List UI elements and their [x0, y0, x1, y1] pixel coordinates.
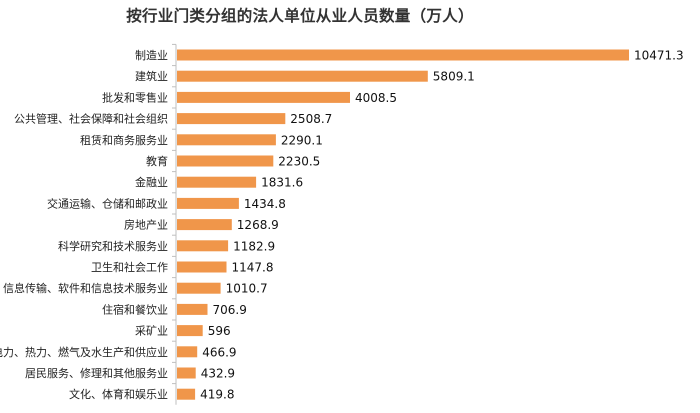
bar	[177, 49, 629, 61]
category-label: 科学研究和技术服务业	[58, 239, 168, 253]
value-label: 1147.8	[232, 261, 274, 275]
category-label: 信息传输、软件和信息技术服务业	[3, 281, 168, 295]
bar	[177, 113, 286, 125]
bar	[177, 282, 221, 294]
bar	[177, 155, 274, 167]
category-label: 批发和零售业	[102, 90, 168, 104]
category-label: 采矿业	[135, 325, 168, 338]
value-label: 5809.1	[433, 70, 475, 84]
value-label: 596	[208, 324, 231, 338]
bar	[177, 240, 229, 252]
category-label: 公共管理、社会保障和社会组织	[14, 112, 168, 126]
bar	[177, 303, 208, 315]
value-label: 1268.9	[237, 218, 279, 232]
bar	[177, 325, 203, 337]
category-label: 房地产业	[124, 218, 168, 232]
category-label: 居民服务、修理和其他服务业	[25, 366, 168, 380]
category-labels: 制造业建筑业批发和零售业公共管理、社会保障和社会组织租赁和商务服务业教育金融业交…	[0, 48, 168, 401]
category-axis	[172, 43, 177, 405]
category-label: 卫生和社会工作	[91, 260, 168, 274]
bar	[177, 219, 232, 231]
value-label: 706.9	[213, 303, 247, 317]
bar	[177, 261, 227, 273]
bar	[177, 197, 239, 209]
bar	[177, 134, 276, 146]
bars-group	[177, 49, 629, 400]
category-label: 制造业	[135, 48, 168, 62]
value-labels: 10471.3 5809.1 4008.5 2508.7 2290.1 2230.5 183…	[200, 49, 684, 402]
value-label: 1182.9	[233, 239, 275, 253]
category-label: 文化、体育和娱乐业	[69, 387, 168, 401]
value-label: 2230.5	[278, 155, 320, 169]
value-label: 432.9	[201, 367, 235, 381]
bar	[177, 176, 257, 188]
bar	[177, 70, 428, 82]
category-label: 住宿和餐饮业	[102, 302, 168, 316]
value-label: 1831.6	[261, 176, 303, 190]
category-label: 租赁和商务服务业	[80, 133, 168, 147]
category-label: 交通运输、仓储和邮政业	[47, 196, 168, 210]
value-label: 2290.1	[281, 133, 323, 147]
category-label: 建筑业	[135, 69, 168, 83]
chart-title: 按行业门类分组的法人单位从业人员数量（万人）	[126, 7, 474, 25]
category-label: 金融业	[135, 175, 168, 189]
value-label: 1434.8	[244, 197, 286, 211]
value-label: 1010.7	[226, 282, 268, 296]
category-label: 电力、热力、燃气及水生产和供应业	[0, 345, 168, 359]
value-label: 4008.5	[355, 91, 397, 105]
value-label: 466.9	[202, 345, 236, 359]
category-label: 教育	[146, 154, 168, 168]
bar	[177, 346, 198, 358]
bar	[177, 388, 196, 400]
value-label: 2508.7	[290, 112, 332, 126]
bar	[177, 91, 350, 103]
value-label: 10471.3	[634, 49, 684, 63]
bar	[177, 367, 196, 379]
value-label: 419.8	[200, 388, 234, 402]
